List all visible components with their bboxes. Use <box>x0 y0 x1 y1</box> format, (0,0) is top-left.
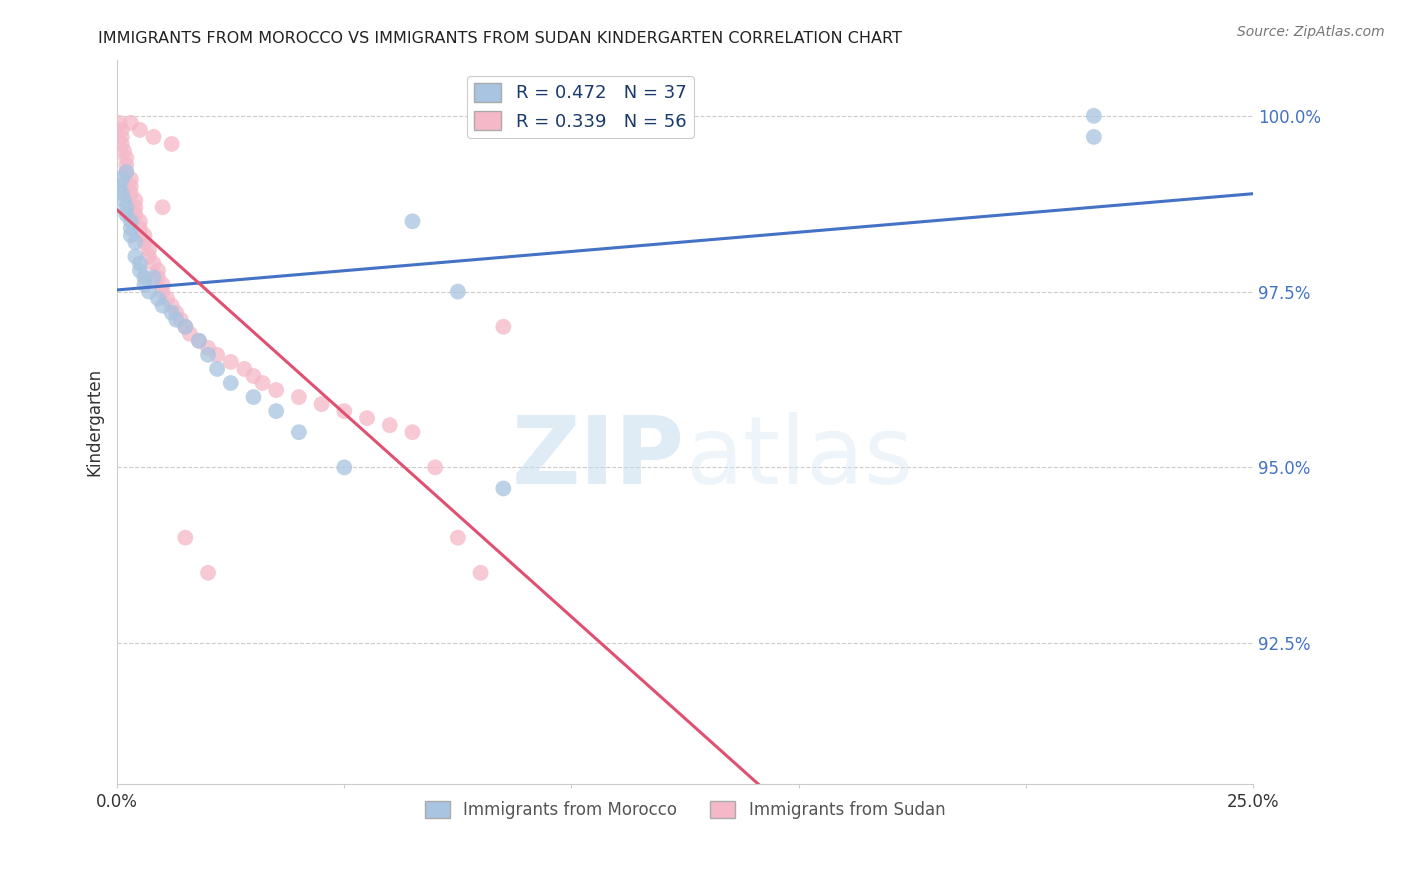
Point <box>311 397 333 411</box>
Point <box>205 362 228 376</box>
Point <box>242 390 264 404</box>
Point <box>378 418 401 433</box>
Point <box>264 383 287 397</box>
Point <box>124 235 146 250</box>
Point <box>134 228 156 243</box>
Point <box>129 123 152 137</box>
Point <box>174 531 197 545</box>
Point <box>470 566 492 580</box>
Point <box>142 130 165 145</box>
Point <box>108 116 131 130</box>
Point <box>124 207 146 221</box>
Point <box>142 270 165 285</box>
Y-axis label: Kindergarten: Kindergarten <box>86 368 103 475</box>
Point <box>134 277 156 292</box>
Point <box>120 228 142 243</box>
Point <box>138 285 160 299</box>
Point <box>129 263 152 277</box>
Point <box>447 531 470 545</box>
Point <box>174 319 197 334</box>
Point <box>152 277 174 292</box>
Point <box>120 179 142 194</box>
Point <box>115 207 138 221</box>
Point <box>264 404 287 418</box>
Point <box>138 250 160 264</box>
Point <box>111 130 134 145</box>
Point <box>1083 130 1105 145</box>
Point <box>120 172 142 186</box>
Point <box>174 319 197 334</box>
Point <box>160 136 183 151</box>
Point <box>111 123 134 137</box>
Point <box>111 172 134 186</box>
Point <box>242 368 264 383</box>
Point <box>188 334 211 348</box>
Point <box>138 243 160 257</box>
Point <box>492 482 515 496</box>
Point <box>120 116 142 130</box>
Point <box>146 292 169 306</box>
Point <box>112 144 135 158</box>
Point <box>111 186 134 201</box>
Point <box>124 200 146 214</box>
Point <box>146 263 169 277</box>
Legend: Immigrants from Morocco, Immigrants from Sudan: Immigrants from Morocco, Immigrants from… <box>418 795 952 826</box>
Point <box>219 355 242 369</box>
Point <box>146 270 169 285</box>
Point <box>170 312 193 326</box>
Point <box>111 136 134 151</box>
Point <box>492 319 515 334</box>
Point <box>156 292 179 306</box>
Point <box>124 250 146 264</box>
Point <box>288 425 311 440</box>
Point <box>160 299 183 313</box>
Point <box>129 221 152 235</box>
Point <box>120 186 142 201</box>
Point <box>112 193 135 207</box>
Point <box>152 299 174 313</box>
Point <box>152 200 174 214</box>
Point <box>124 193 146 207</box>
Point <box>197 566 219 580</box>
Point <box>333 460 356 475</box>
Point <box>108 179 131 194</box>
Point <box>120 221 142 235</box>
Point <box>197 348 219 362</box>
Point <box>205 348 228 362</box>
Point <box>233 362 256 376</box>
Point <box>179 326 201 341</box>
Point <box>651 109 673 123</box>
Text: IMMIGRANTS FROM MOROCCO VS IMMIGRANTS FROM SUDAN KINDERGARTEN CORRELATION CHART: IMMIGRANTS FROM MOROCCO VS IMMIGRANTS FR… <box>98 31 903 46</box>
Point <box>165 306 187 320</box>
Point <box>197 341 219 355</box>
Text: ZIP: ZIP <box>512 412 685 504</box>
Point <box>165 312 187 326</box>
Point <box>401 214 423 228</box>
Point <box>447 285 470 299</box>
Point <box>115 151 138 165</box>
Point <box>188 334 211 348</box>
Point <box>142 256 165 270</box>
Point <box>401 425 423 440</box>
Point <box>129 256 152 270</box>
Point <box>152 285 174 299</box>
Point <box>115 165 138 179</box>
Point <box>134 235 156 250</box>
Text: atlas: atlas <box>685 412 914 504</box>
Point <box>120 214 142 228</box>
Point <box>356 411 378 425</box>
Point <box>115 165 138 179</box>
Point <box>115 200 138 214</box>
Point <box>219 376 242 390</box>
Point <box>160 306 183 320</box>
Point <box>1083 109 1105 123</box>
Point <box>333 404 356 418</box>
Point <box>425 460 447 475</box>
Point <box>129 214 152 228</box>
Point <box>115 158 138 172</box>
Point <box>252 376 274 390</box>
Point <box>134 270 156 285</box>
Text: Source: ZipAtlas.com: Source: ZipAtlas.com <box>1237 25 1385 39</box>
Point <box>288 390 311 404</box>
